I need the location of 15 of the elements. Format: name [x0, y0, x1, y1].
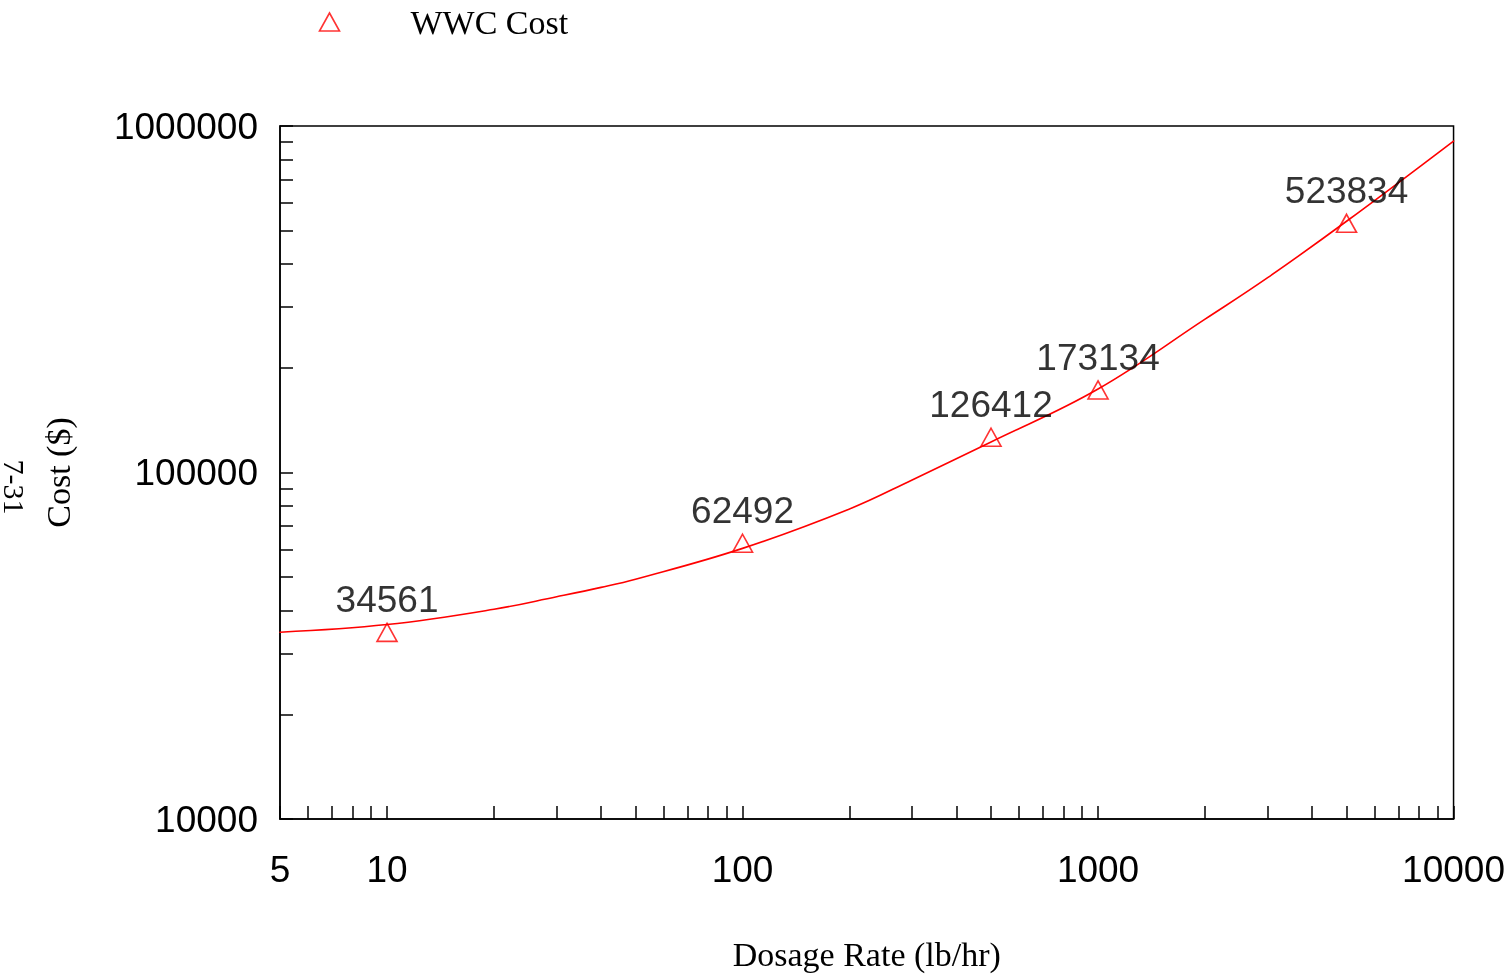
data-label: 126412 — [929, 383, 1053, 425]
y-tick-label: 10000 — [155, 798, 258, 840]
data-label: 62492 — [691, 489, 794, 531]
x-tick-label: 10000 — [1402, 849, 1505, 890]
y-tick-label: 1000000 — [113, 105, 258, 147]
y-tick-label: 100000 — [134, 452, 258, 493]
x-tick-label: 1000 — [1056, 849, 1140, 890]
x-tick-label: 100 — [711, 849, 774, 890]
x-tick-label: 10 — [366, 849, 408, 890]
y-axis-title: Cost ($) — [39, 417, 78, 528]
data-label: 34561 — [335, 579, 439, 621]
x-tick-label: 5 — [269, 849, 291, 890]
text: 7-31 — [0, 459, 31, 515]
legend-label: WWC Cost — [410, 3, 569, 41]
x-axis-title: Dosage Rate (lb/hr) — [732, 935, 1001, 974]
